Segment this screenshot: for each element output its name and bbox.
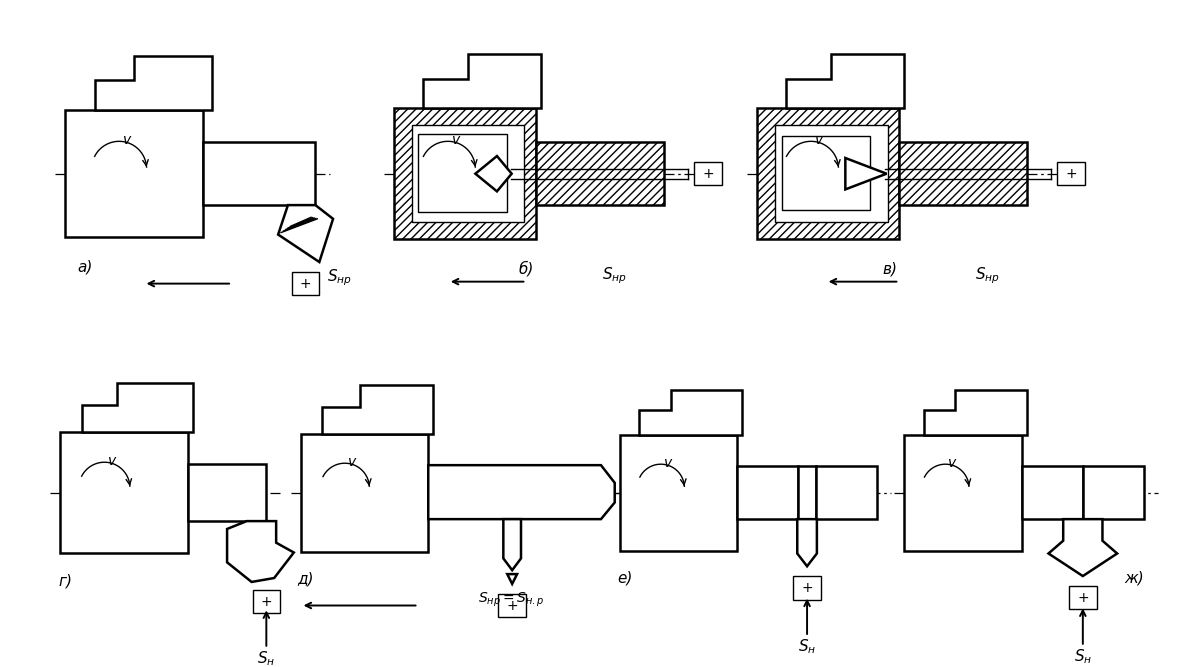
Polygon shape [301,434,428,552]
Polygon shape [227,521,294,582]
Text: в): в) [882,261,898,276]
Polygon shape [798,466,816,519]
Polygon shape [781,137,870,210]
Polygon shape [394,108,536,239]
Polygon shape [412,125,524,222]
Text: $S_{н}$: $S_{н}$ [798,638,816,656]
Text: $S_{нр}$: $S_{нр}$ [976,265,1000,286]
Polygon shape [503,519,521,570]
Polygon shape [82,383,193,432]
Polygon shape [797,519,817,566]
Text: г): г) [58,574,72,588]
Text: $S_{н}$: $S_{н}$ [257,649,276,667]
Polygon shape [619,435,737,550]
Text: v: v [108,454,116,468]
Polygon shape [640,390,743,435]
Text: е): е) [617,570,632,586]
Polygon shape [536,142,664,205]
Polygon shape [737,466,798,519]
Text: v: v [124,133,132,147]
Polygon shape [428,465,614,519]
Polygon shape [1057,162,1085,185]
Polygon shape [695,162,721,185]
Polygon shape [816,466,877,519]
Polygon shape [424,54,541,108]
Text: +: + [702,167,714,181]
Text: $S_{нр}$: $S_{нр}$ [328,267,353,288]
Polygon shape [475,156,511,191]
Text: а): а) [77,259,92,274]
Polygon shape [65,110,203,237]
Polygon shape [498,594,526,617]
Text: +: + [506,598,518,612]
Polygon shape [905,435,1022,550]
Polygon shape [845,158,887,189]
Text: +: + [300,277,312,291]
Text: $S_{нр}{=}S_{н.р}$: $S_{нр}{=}S_{н.р}$ [479,590,545,609]
Text: v: v [664,456,672,470]
Text: v: v [815,133,823,147]
Polygon shape [1082,466,1144,519]
Text: +: + [260,594,272,608]
Polygon shape [757,108,899,239]
Polygon shape [278,205,334,262]
Polygon shape [203,142,316,205]
Polygon shape [323,385,433,434]
Polygon shape [95,56,212,110]
Polygon shape [292,272,319,295]
Polygon shape [1049,519,1117,576]
Text: б): б) [518,261,534,277]
Polygon shape [508,574,517,584]
Text: v: v [948,456,956,470]
Text: +: + [802,581,812,595]
Polygon shape [1069,586,1097,610]
Polygon shape [899,142,1027,205]
Polygon shape [786,54,905,108]
Text: v: v [452,133,461,147]
Polygon shape [60,432,188,554]
Text: $S_{нр}$: $S_{нр}$ [602,265,628,286]
Polygon shape [775,125,888,222]
Polygon shape [252,590,280,614]
Polygon shape [1022,466,1082,519]
Text: $S_{н}$: $S_{н}$ [1074,647,1092,666]
Polygon shape [188,464,266,521]
Polygon shape [419,135,506,212]
Text: д): д) [298,572,314,586]
Text: ж): ж) [1124,570,1144,586]
Polygon shape [924,390,1027,435]
Text: +: + [1066,167,1076,181]
Text: +: + [1078,591,1088,605]
Polygon shape [793,576,821,600]
Text: v: v [348,455,356,469]
